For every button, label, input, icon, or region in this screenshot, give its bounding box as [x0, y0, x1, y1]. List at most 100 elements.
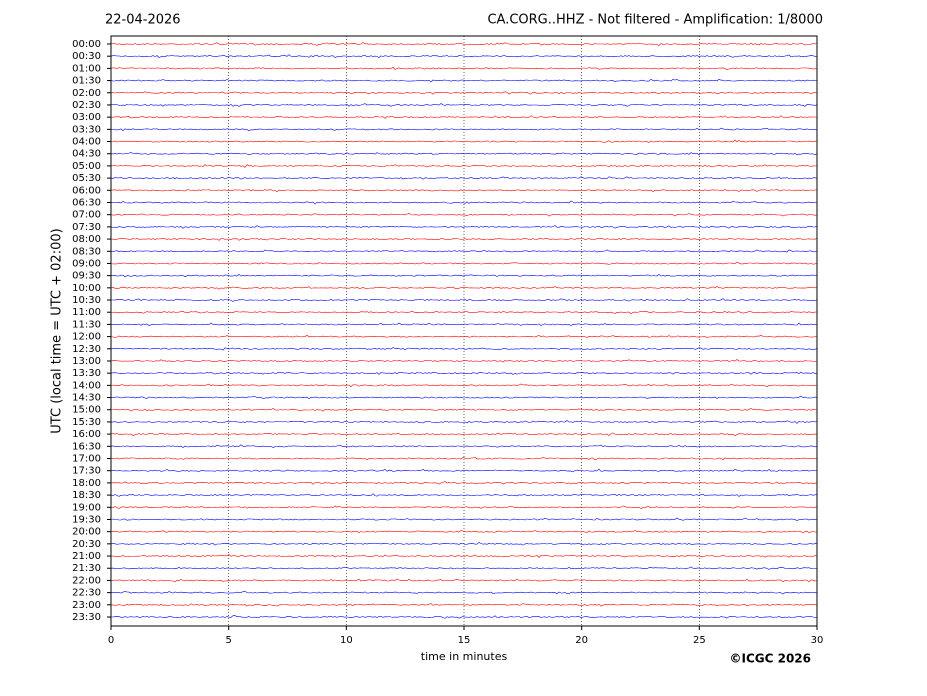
row-label: 22:00 [72, 575, 101, 586]
trace [110, 371, 818, 375]
trace [110, 225, 818, 229]
row-label: 04:00 [72, 137, 101, 148]
trace [110, 505, 818, 510]
trace [110, 42, 818, 46]
trace [110, 590, 818, 595]
trace [110, 200, 818, 205]
row-label: 08:00 [72, 234, 101, 245]
x-tick-label: 20 [575, 635, 588, 646]
trace [110, 359, 818, 363]
trace [110, 274, 818, 278]
row-label: 00:30 [72, 51, 101, 62]
row-label: 19:00 [72, 502, 101, 513]
row-label: 17:30 [72, 466, 101, 477]
row-label: 18:30 [72, 490, 101, 501]
row-label: 16:00 [72, 429, 101, 440]
row-label: 00:00 [72, 39, 101, 50]
trace [110, 481, 818, 485]
row-label: 01:00 [72, 63, 101, 74]
trace [110, 383, 818, 388]
trace [110, 127, 818, 132]
trace [110, 395, 818, 400]
row-label: 14:30 [72, 393, 101, 404]
trace [110, 176, 818, 180]
x-tick-label: 15 [458, 635, 471, 646]
trace [111, 615, 818, 619]
y-axis-label: UTC (local time = UTC + 02:00) [50, 228, 65, 433]
x-tick-label: 25 [693, 635, 706, 646]
trace [111, 322, 818, 327]
row-label: 07:30 [72, 222, 101, 233]
trace [110, 152, 818, 156]
trace [110, 66, 818, 71]
row-label: 02:00 [72, 88, 101, 99]
trace [110, 54, 817, 58]
row-label: 19:30 [72, 514, 101, 525]
trace [111, 139, 818, 143]
row-label: 08:30 [72, 246, 101, 257]
trace [110, 103, 818, 107]
trace [110, 347, 818, 351]
row-label: 23:30 [72, 612, 101, 623]
row-label: 21:30 [72, 563, 101, 574]
row-label: 15:30 [72, 417, 101, 428]
row-label: 11:30 [72, 319, 101, 330]
row-label: 22:30 [72, 588, 101, 599]
x-tick-label: 30 [811, 635, 824, 646]
row-label: 01:30 [72, 76, 101, 87]
row-label: 16:30 [72, 441, 101, 452]
trace [110, 408, 818, 412]
row-label: 06:00 [72, 185, 101, 196]
row-label: 11:00 [72, 307, 101, 318]
x-tick-label: 5 [225, 635, 231, 646]
trace [110, 115, 818, 119]
row-label: 05:00 [72, 161, 101, 172]
x-axis-label: time in minutes [421, 650, 508, 663]
trace [110, 164, 818, 168]
trace [110, 78, 818, 83]
trace [111, 298, 818, 302]
row-label: 09:00 [72, 258, 101, 269]
row-label: 07:00 [72, 210, 101, 221]
trace [110, 456, 818, 461]
trace [110, 188, 818, 193]
trace [110, 554, 818, 558]
x-tick-label: 10 [340, 635, 353, 646]
trace [110, 334, 818, 338]
trace [110, 493, 818, 497]
row-label: 12:00 [72, 332, 101, 343]
row-label: 21:00 [72, 551, 101, 562]
row-label: 13:00 [72, 356, 101, 367]
credit: ©ICGC 2026 [729, 652, 811, 666]
row-label: 13:30 [72, 368, 101, 379]
trace [111, 578, 818, 583]
trace [110, 249, 818, 253]
row-label: 17:00 [72, 454, 101, 465]
row-label: 20:00 [72, 527, 101, 538]
trace [110, 566, 818, 570]
row-label: 10:00 [72, 283, 101, 294]
trace [110, 432, 818, 436]
row-label: 14:00 [72, 380, 101, 391]
trace [110, 530, 818, 534]
x-tick-label: 0 [108, 635, 114, 646]
row-label: 09:30 [72, 271, 101, 282]
trace [110, 91, 817, 95]
trace [110, 286, 818, 290]
trace [110, 261, 818, 265]
row-label: 10:30 [72, 295, 101, 306]
row-label: 04:30 [72, 149, 101, 160]
trace [110, 212, 818, 217]
row-label: 03:30 [72, 124, 101, 135]
trace [110, 517, 818, 521]
trace [110, 444, 818, 448]
row-label: 05:30 [72, 173, 101, 184]
row-label: 18:00 [72, 478, 101, 489]
trace [110, 237, 818, 241]
row-label: 06:30 [72, 197, 101, 208]
chart-title: CA.CORG..HHZ - Not filtered - Amplificat… [487, 13, 823, 28]
row-label: 03:00 [72, 112, 101, 123]
trace [110, 420, 818, 424]
date: 22-04-2026 [105, 13, 181, 28]
